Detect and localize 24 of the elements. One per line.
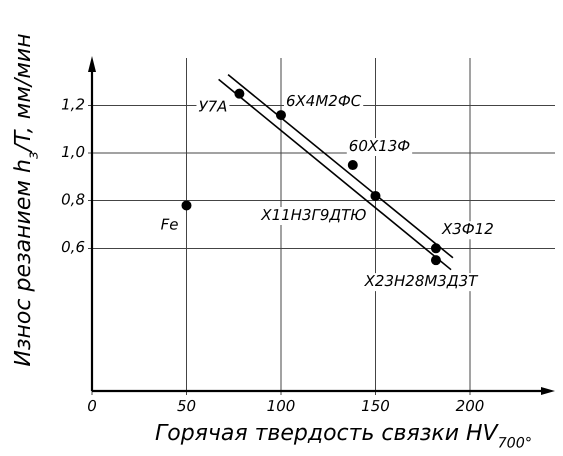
y-tick-label: 1,2: [61, 95, 85, 114]
annotation: Х11Н3Г9ДТЮ: [260, 206, 366, 224]
annotation: 60Х13Ф: [348, 136, 410, 155]
annotation: Fe: [160, 215, 178, 234]
point: [430, 255, 441, 266]
annotation: 6Х4М2ФС: [286, 92, 362, 110]
x-tick-label: 200: [456, 396, 484, 415]
point: [276, 110, 286, 120]
x-tick-label: 150: [361, 396, 390, 415]
point: [370, 190, 380, 201]
point: [181, 200, 192, 210]
x-tick-label: 0: [87, 396, 97, 415]
annotation: Х23Н28М3Д3Т: [364, 272, 480, 290]
point: [234, 88, 244, 99]
y-tick-label: 0,6: [61, 238, 85, 256]
x-tick-label: 50: [176, 396, 196, 415]
y-axis-title: Износ резанием hз/T, мм/мин: [11, 33, 42, 367]
annotation: Х3Ф12: [440, 220, 494, 238]
y-tick-label: 1,0: [61, 143, 85, 162]
point: [348, 160, 358, 170]
y-tick-label: 0,8: [61, 190, 85, 209]
annotation: У7А: [198, 98, 228, 116]
point: [430, 243, 441, 254]
x-tick-label: 100: [266, 396, 296, 415]
